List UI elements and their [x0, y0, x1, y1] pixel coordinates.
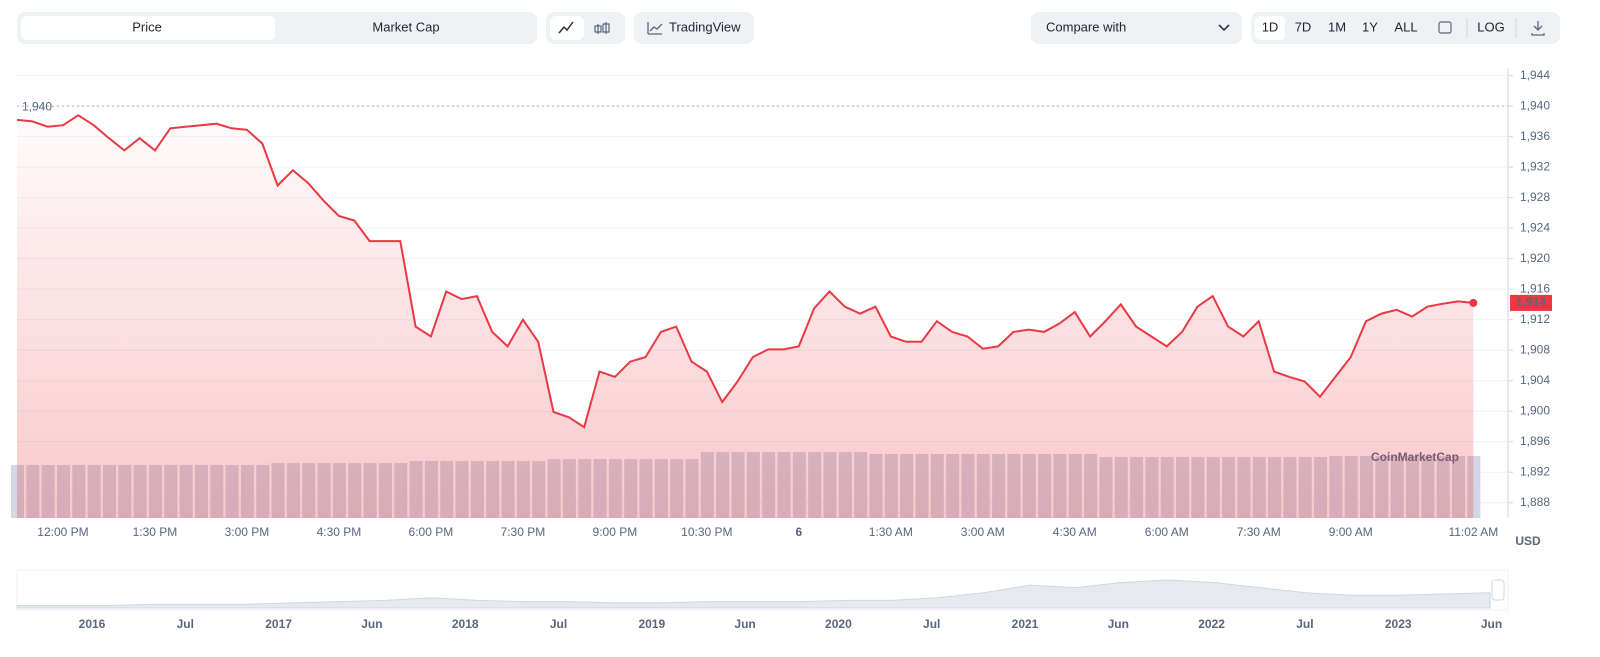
price-tag-label: 1,914 — [1516, 295, 1546, 309]
range-button[interactable]: 7D — [1295, 19, 1312, 34]
x-tick-label: 3:00 PM — [225, 525, 270, 539]
navigator-label: Jul — [550, 617, 567, 631]
navigator-label: 2023 — [1385, 617, 1412, 631]
navigator-label: Jun — [1108, 617, 1129, 631]
x-tick-label: 12:00 PM — [37, 525, 88, 539]
y-tick-label: 1,904 — [1520, 373, 1550, 387]
last-point — [1469, 298, 1478, 307]
y-tick-label: 1,932 — [1520, 159, 1550, 173]
range-group — [1251, 12, 1560, 44]
y-tick-label: 1,900 — [1520, 403, 1550, 417]
range-active[interactable] — [1255, 16, 1285, 40]
tab-label[interactable]: Market Cap — [372, 19, 439, 34]
tv-icon — [647, 22, 663, 35]
log-button[interactable]: LOG — [1477, 19, 1504, 34]
navigator-label: Jul — [923, 617, 940, 631]
range-button[interactable]: 1D — [1262, 19, 1279, 34]
y-tick-label: 1,940 — [1520, 98, 1550, 112]
line-button[interactable] — [550, 16, 584, 40]
price-line — [16, 114, 1474, 429]
x-tick-label: 4:30 AM — [1053, 525, 1097, 539]
x-tick-label: 4:30 PM — [317, 525, 362, 539]
y-tick-label: 1,924 — [1520, 220, 1550, 234]
x-tick-label: 7:30 AM — [1237, 525, 1281, 539]
x-tick-label: 11:02 AM — [1448, 525, 1498, 539]
x-tick-label: 6:00 PM — [409, 525, 454, 539]
tab-active[interactable] — [21, 16, 275, 40]
navigator-label: Jun — [734, 617, 755, 631]
y-tick-label: 1,888 — [1520, 495, 1550, 509]
range-button[interactable]: 1M — [1328, 19, 1346, 34]
x-tick-label: 1:30 PM — [133, 525, 178, 539]
navigator-area — [16, 579, 1491, 609]
navigator-label: 2021 — [1012, 617, 1039, 631]
compare-select[interactable] — [1031, 12, 1242, 44]
y-tick-label: 1,920 — [1520, 251, 1550, 265]
y-tick-label: 1,912 — [1520, 312, 1550, 326]
line-icon — [558, 21, 574, 34]
x-tick-label: 6 — [795, 525, 802, 539]
navigator-label: Jun — [361, 617, 382, 631]
navigator-handle[interactable] — [1491, 579, 1505, 601]
price-area — [17, 115, 1474, 519]
navigator-label: 2022 — [1198, 617, 1225, 631]
x-tick-label: 10:30 PM — [681, 525, 732, 539]
y-tick-label: 1,892 — [1520, 464, 1550, 478]
candle-icon[interactable] — [594, 22, 610, 34]
tradingview-button[interactable] — [634, 12, 754, 44]
range-button[interactable]: 1Y — [1362, 19, 1378, 34]
y-tick-label: 1,936 — [1520, 129, 1550, 143]
chevron — [1218, 24, 1230, 32]
x-tick-label: 9:00 PM — [593, 525, 638, 539]
tradingview-label[interactable]: TradingView — [669, 19, 741, 34]
tab-label[interactable]: Price — [132, 19, 162, 34]
y-tick-label: 1,928 — [1520, 190, 1550, 204]
navigator-label: Jul — [177, 617, 194, 631]
navigator-label: 2020 — [825, 617, 852, 631]
x-tick-label: 7:30 PM — [501, 525, 546, 539]
navigator-label: Jun — [1481, 617, 1502, 631]
x-tick-label: 6:00 AM — [1145, 525, 1189, 539]
x-tick-label: 1:30 AM — [869, 525, 913, 539]
x-tick-label: 3:00 AM — [961, 525, 1005, 539]
navigator-label: 2016 — [79, 617, 106, 631]
reference-label: 1,940 — [22, 99, 52, 113]
navigator-label: Jul — [1296, 617, 1313, 631]
y-unit: USD — [1515, 534, 1541, 548]
y-tick-label: 1,896 — [1520, 434, 1550, 448]
y-tick-label: 1,944 — [1520, 68, 1550, 82]
calendar-icon[interactable] — [1438, 21, 1452, 34]
navigator-label: 2017 — [265, 617, 292, 631]
navigator-label: 2019 — [638, 617, 665, 631]
range-button[interactable]: ALL — [1394, 19, 1417, 34]
y-tick-label: 1,916 — [1520, 281, 1550, 295]
x-tick-label: 9:00 AM — [1329, 525, 1373, 539]
price-tag — [1510, 294, 1552, 311]
navigator-label: 2018 — [452, 617, 479, 631]
compare-label[interactable]: Compare with — [1046, 19, 1126, 34]
y-tick-label: 1,908 — [1520, 342, 1550, 356]
download-icon[interactable] — [1531, 21, 1545, 36]
